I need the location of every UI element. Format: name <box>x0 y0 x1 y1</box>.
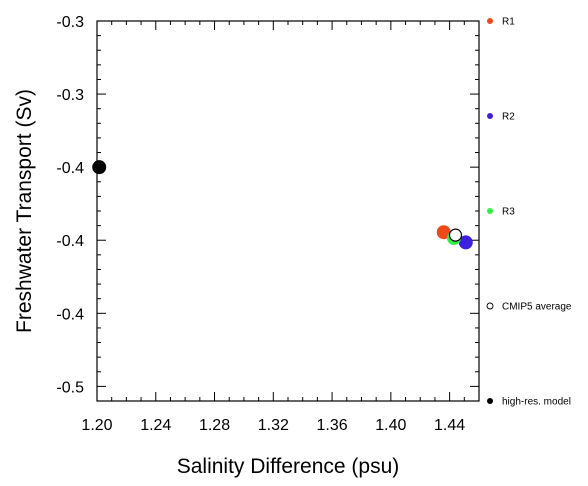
legend-label: R2 <box>502 112 515 123</box>
x-axis-title: Salinity Difference (psu) <box>177 455 400 478</box>
y-tick-label: -0.4 <box>56 233 84 250</box>
x-tick-label: 1.24 <box>140 417 171 434</box>
data-points <box>92 160 473 250</box>
axis-ticks <box>96 20 480 402</box>
data-point <box>448 228 463 242</box>
y-tick-label: -0.3 <box>56 87 84 104</box>
legend-label: high-res. model <box>502 397 571 408</box>
legend-label: R3 <box>502 207 515 218</box>
y-tick-label: -0.4 <box>56 306 84 323</box>
x-tick-label: 1.28 <box>199 417 230 434</box>
legend-label: CMIP5 average <box>502 302 572 313</box>
legend-marker <box>487 398 493 404</box>
x-tick-label: 1.44 <box>434 417 465 434</box>
legend-marker <box>487 18 493 24</box>
legend-marker <box>487 113 493 119</box>
data-point <box>92 160 107 175</box>
y-tick-label: -0.3 <box>56 14 84 31</box>
y-tick-label: -0.4 <box>56 160 84 177</box>
x-tick-label: 1.20 <box>81 417 112 434</box>
x-tick-label: 1.40 <box>375 417 406 434</box>
legend-marker <box>486 302 494 310</box>
plot-frame <box>96 20 480 402</box>
axis-tick-labels: 1.20 1.24 1.28 1.32 1.36 1.40 1.44 -0.3 -0.3 -0.4… <box>56 14 465 434</box>
legend: R1 R2 R3 CMIP5 average high-res. model <box>486 17 572 408</box>
y-tick-label: -0.5 <box>56 379 84 396</box>
x-tick-label: 1.32 <box>258 417 289 434</box>
legend-marker <box>487 208 493 214</box>
x-tick-label: 1.36 <box>317 417 348 434</box>
y-axis-title: Freshwater Transport (Sv) <box>13 89 36 333</box>
data-point <box>436 225 451 240</box>
data-point <box>458 235 473 250</box>
legend-label: R1 <box>502 17 515 28</box>
